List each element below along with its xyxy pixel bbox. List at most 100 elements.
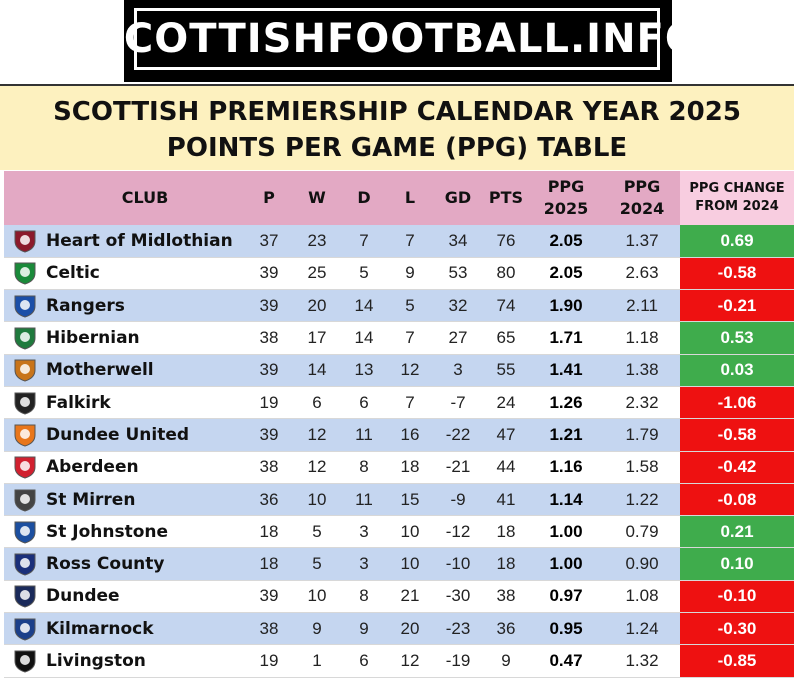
ppg-2024: 2.63 xyxy=(604,257,680,291)
crest-cell xyxy=(4,418,46,452)
crest-cell xyxy=(4,451,46,484)
header-points: PTS xyxy=(488,188,524,207)
goal-difference: -23 xyxy=(432,612,484,646)
ppg-2025: 1.00 xyxy=(528,515,604,549)
goal-difference: 53 xyxy=(432,257,484,291)
header-ppg-2025-line1: PPG xyxy=(547,177,585,196)
ppg-2024: 1.22 xyxy=(604,483,680,517)
played: 19 xyxy=(244,386,294,420)
ppg-2025: 1.14 xyxy=(528,483,604,517)
played: 39 xyxy=(244,418,294,452)
ppg-2025: 1.21 xyxy=(528,418,604,452)
won: 23 xyxy=(294,225,340,258)
ppg-change: 0.21 xyxy=(680,515,794,549)
header-ppg-2024-line1: PPG xyxy=(623,177,661,196)
aberdeen-crest-icon xyxy=(14,456,36,479)
table-row: Rangers 39 20 14 5 32 74 1.90 2.11 -0.21 xyxy=(4,289,794,323)
lost: 7 xyxy=(388,225,432,258)
played: 37 xyxy=(244,225,294,258)
drawn: 8 xyxy=(340,580,388,614)
ppg-change: 0.10 xyxy=(680,547,794,581)
crest-cell xyxy=(4,386,46,420)
points: 18 xyxy=(484,515,528,549)
drawn: 5 xyxy=(340,257,388,291)
ppg-2025: 0.97 xyxy=(528,580,604,614)
dundee-united-crest-icon xyxy=(14,424,36,447)
club-name: St Mirren xyxy=(46,483,244,517)
points: 80 xyxy=(484,257,528,291)
lost: 9 xyxy=(388,257,432,291)
table-title-box: SCOTTISH PREMIERSHIP CALENDAR YEAR 2025 … xyxy=(0,84,794,170)
won: 25 xyxy=(294,257,340,291)
ppg-2025: 1.41 xyxy=(528,354,604,387)
ppg-change: 0.69 xyxy=(680,225,794,258)
site-logo-text: SCOTTISHFOOTBALL.INFO xyxy=(94,16,700,62)
goal-difference: 34 xyxy=(432,225,484,258)
club-name: Aberdeen xyxy=(46,451,244,484)
played: 39 xyxy=(244,289,294,323)
ppg-2025: 1.16 xyxy=(528,451,604,484)
hearts-crest-icon xyxy=(14,230,36,253)
ppg-2024: 2.32 xyxy=(604,386,680,420)
crest-cell xyxy=(4,580,46,614)
club-name: Kilmarnock xyxy=(46,612,244,646)
st-johnstone-crest-icon xyxy=(14,521,36,544)
table-row: Dundee 39 10 8 21 -30 38 0.97 1.08 -0.10 xyxy=(4,580,794,614)
lost: 20 xyxy=(388,612,432,646)
goal-difference: -9 xyxy=(432,483,484,517)
ppg-2024: 1.79 xyxy=(604,418,680,452)
goal-difference: -22 xyxy=(432,418,484,452)
crest-cell xyxy=(4,225,46,258)
ppg-2024: 1.24 xyxy=(604,612,680,646)
table-row: Celtic 39 25 5 9 53 80 2.05 2.63 -0.58 xyxy=(4,257,794,291)
table-row: Livingston 19 1 6 12 -19 9 0.47 1.32 -0.85 xyxy=(4,644,794,678)
ppg-2025: 2.05 xyxy=(528,257,604,291)
played: 18 xyxy=(244,547,294,581)
ppg-2024: 2.11 xyxy=(604,289,680,323)
ppg-2024: 1.08 xyxy=(604,580,680,614)
header-goal-difference: GD xyxy=(444,188,472,207)
ppg-2024: 0.90 xyxy=(604,547,680,581)
dundee-crest-icon xyxy=(14,585,36,608)
points: 76 xyxy=(484,225,528,258)
lost: 7 xyxy=(388,386,432,420)
ppg-2025: 0.47 xyxy=(528,644,604,678)
table-row: Dundee United 39 12 11 16 -22 47 1.21 1.79 -0.58 xyxy=(4,418,794,452)
drawn: 11 xyxy=(340,418,388,452)
played: 39 xyxy=(244,354,294,387)
points: 74 xyxy=(484,289,528,323)
drawn: 14 xyxy=(340,289,388,323)
club-name: St Johnstone xyxy=(46,515,244,549)
crest-cell xyxy=(4,257,46,291)
ppg-2025: 0.95 xyxy=(528,612,604,646)
celtic-crest-icon xyxy=(14,262,36,285)
ppg-change: -0.85 xyxy=(680,644,794,678)
club-name: Hibernian xyxy=(46,321,244,355)
club-name: Heart of Midlothian xyxy=(46,225,244,258)
lost: 5 xyxy=(388,289,432,323)
points: 24 xyxy=(484,386,528,420)
header-lost: L xyxy=(404,188,416,207)
table-header-row: CLUB P W D L GD PTS PPG 2025 PPG 2024 PP… xyxy=(4,171,794,225)
header-ppg-change: PPG CHANGE FROM 2024 xyxy=(680,171,794,225)
crest-cell xyxy=(4,644,46,678)
crest-cell xyxy=(4,289,46,323)
ross-county-crest-icon xyxy=(14,553,36,576)
ppg-change: 0.53 xyxy=(680,321,794,355)
won: 5 xyxy=(294,515,340,549)
goal-difference: -12 xyxy=(432,515,484,549)
lost: 12 xyxy=(388,644,432,678)
crest-cell xyxy=(4,612,46,646)
header-played: P xyxy=(263,188,275,207)
falkirk-crest-icon xyxy=(14,392,36,415)
table-row: Ross County 18 5 3 10 -10 18 1.00 0.90 0.10 xyxy=(4,547,794,581)
lost: 18 xyxy=(388,451,432,484)
ppg-change: -0.10 xyxy=(680,580,794,614)
kilmarnock-crest-icon xyxy=(14,618,36,641)
points: 55 xyxy=(484,354,528,387)
points: 18 xyxy=(484,547,528,581)
header-ppg-change-line2: FROM 2024 xyxy=(695,199,779,214)
played: 19 xyxy=(244,644,294,678)
table-row: Hibernian 38 17 14 7 27 65 1.71 1.18 0.53 xyxy=(4,321,794,355)
ppg-change: -0.08 xyxy=(680,483,794,517)
